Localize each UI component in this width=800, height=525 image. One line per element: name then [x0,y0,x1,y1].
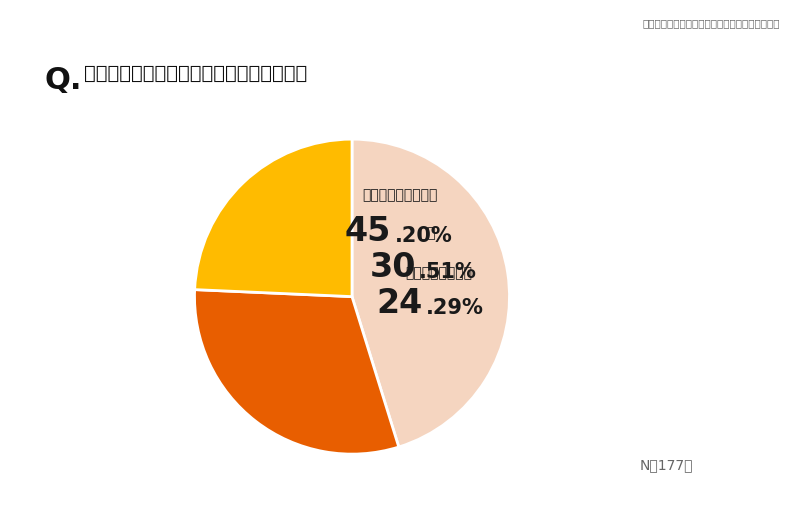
Text: いない・分からない: いない・分からない [362,188,438,202]
Wedge shape [352,139,510,447]
Wedge shape [194,139,352,297]
Text: .51%: .51% [419,262,477,282]
Text: お子さまには好きなお友だちがいますか？: お子さまには好きなお友だちがいますか？ [84,64,307,83]
Text: .29%: .29% [426,298,484,318]
Text: パパ・ママが好き: パパ・ママが好き [405,266,472,280]
Text: 30: 30 [370,251,416,284]
Text: .20%: .20% [394,226,452,246]
Text: いる: いる [419,226,436,240]
Text: 45: 45 [345,215,391,248]
Text: 24: 24 [377,287,423,320]
Text: バレンタインに関する保護者の実態調査｜資料１: バレンタインに関する保護者の実態調査｜資料１ [642,18,780,28]
Text: N＝177人: N＝177人 [640,458,694,472]
Text: Q.: Q. [44,66,82,94]
Wedge shape [194,290,398,454]
